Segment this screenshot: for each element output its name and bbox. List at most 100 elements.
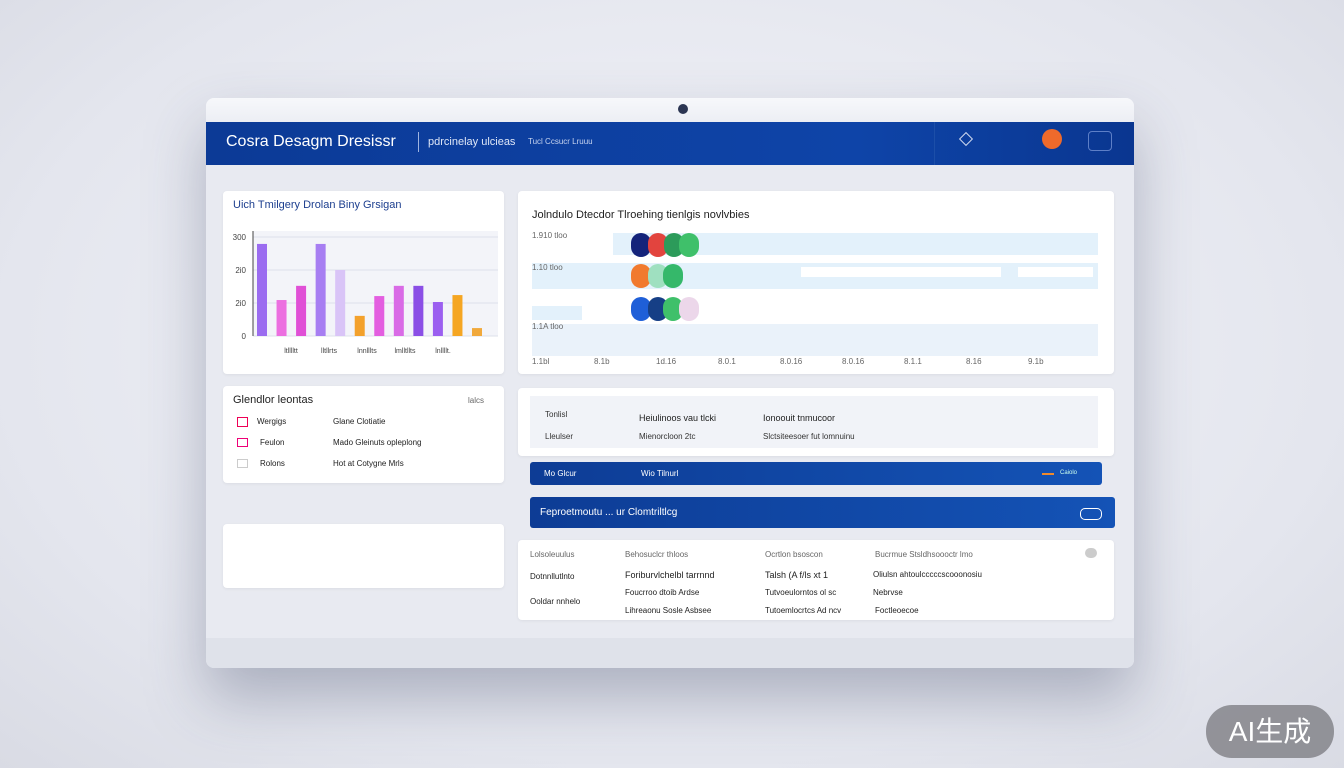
card-action[interactable]: lalcs	[468, 396, 485, 405]
footer	[206, 638, 1134, 668]
table-cell: Tutvoeulorntos ol sc	[765, 588, 837, 597]
tracking-card: Jolndulo Dtecdor Tlroehing tienlgis novl…	[518, 191, 1114, 374]
legend-value: Hot at Cotygne Mrls	[333, 459, 404, 468]
empty-card	[223, 524, 504, 588]
table-cell: Ooldar nnhelo	[530, 597, 581, 606]
x-axis: 1.1bl 8.1b 1d.16 8.0.1 8.0.16 8.0.16 8.1.1 8.16…	[532, 357, 1098, 369]
table-cell: Tonlisl	[545, 410, 568, 419]
card-title: Glendlor leontas	[233, 394, 314, 406]
table-cell: Nebrvse	[873, 588, 903, 597]
divider	[934, 122, 935, 165]
y-tick-label: 300	[233, 233, 247, 242]
menu-button[interactable]	[1085, 548, 1097, 558]
row-label: 1.910 tloo	[532, 231, 568, 240]
title-bar	[206, 98, 1134, 122]
bar	[296, 285, 307, 336]
detail-card: Lolsoleuulus Behosuclcr thloos Ocrtlon b…	[518, 540, 1114, 620]
x-tick-label: lltllrts	[321, 348, 337, 355]
legend-icon	[237, 459, 248, 468]
x-tick-label: 8.0.16	[842, 357, 865, 366]
table-cell: Heiulinoos vau tlcki	[639, 413, 717, 423]
column-header: Ocrtlon bsoscon	[765, 550, 823, 559]
card-title: Jolndulo Dtecdor Tlroehing tienlgis novl…	[532, 209, 750, 221]
x-tick-label: 8.1b	[594, 357, 610, 366]
x-tick-label: 9.1b	[1028, 357, 1044, 366]
table-cell: Dotnnllutlnto	[530, 572, 575, 581]
table-cell: Oliulsn ahtoulcccccscooonosiu	[873, 570, 982, 579]
status-dot	[679, 233, 699, 257]
y-tick-label: 2i0	[235, 266, 246, 275]
column-header: Behosuclcr thloos	[625, 550, 689, 559]
bar	[354, 315, 365, 336]
legend-value: Glane Clotiatie	[333, 417, 386, 426]
x-tick-label: 8.0.16	[780, 357, 803, 366]
table-cell: Lleulser	[545, 432, 574, 441]
x-tick-label: lmlltllts	[395, 348, 416, 355]
bar	[452, 295, 463, 336]
bar	[335, 270, 346, 336]
status-bar[interactable]: Mo Glcur Wio Tilnurl Caiolo	[530, 462, 1102, 485]
table-cell: Foctleoecoe	[875, 606, 919, 615]
status-dot	[631, 233, 651, 257]
status-dot	[631, 297, 651, 321]
x-tick-label: 8.1.1	[904, 357, 922, 366]
y-tick-label: 0	[242, 332, 247, 341]
section-title: Feproetmoutu ... ur Clomtriltlcg	[540, 507, 678, 518]
bar	[413, 285, 424, 336]
table-cell: Lihreaonu Sosle Asbsee	[625, 606, 712, 615]
column-header: Bucrmue Stsldhsoooctr lmo	[875, 550, 973, 559]
table-cell: Slctsiteesoer fut lomnuinu	[763, 432, 855, 441]
message-icon[interactable]	[1088, 131, 1112, 151]
camera	[678, 104, 688, 114]
row-label: 1.10 tloo	[532, 263, 563, 272]
info-table	[530, 396, 1098, 448]
y-tick-label: 2i0	[235, 299, 246, 308]
row-band	[532, 306, 582, 320]
row-label: 1.1A tloo	[532, 322, 564, 331]
row-bar	[801, 267, 1001, 277]
x-tick-label: 8.16	[966, 357, 982, 366]
table-cell: Mienorcloon 2tc	[639, 432, 696, 441]
column-header: Lolsoleuulus	[530, 550, 575, 559]
status-dot	[663, 264, 683, 288]
avatar[interactable]	[1042, 129, 1062, 149]
header: Cosra Desagm Dresissr pdrcinelay ulcieas…	[206, 122, 1134, 165]
status-middle: Wio Tilnurl	[641, 469, 679, 478]
bar	[276, 300, 287, 336]
status-dot	[663, 297, 683, 321]
legend-label: Feulon	[260, 438, 285, 447]
bar	[257, 243, 267, 336]
info-card: Tonlisl Heiulinoos vau tlcki Ionoouit tn…	[518, 388, 1114, 456]
table-cell: Ionoouit tnmucoor	[763, 413, 836, 423]
x-tick-label: 1.1bl	[532, 357, 550, 366]
toggle[interactable]	[1080, 508, 1102, 520]
card-title: Uich Tmilgery Drolan Biny Grsigan	[233, 199, 402, 211]
legend-value: Mado Gleinuts opleplong	[333, 438, 422, 447]
bar	[315, 243, 326, 336]
row-bar	[1018, 267, 1093, 277]
status-dot	[631, 264, 651, 288]
watermark: AI生成	[1206, 705, 1334, 758]
row-band	[613, 233, 1098, 255]
x-tick-label: 1d.16	[656, 357, 677, 366]
status-dot	[679, 297, 699, 321]
app-tag: Tucl Ccsucr Lruuu	[528, 137, 593, 146]
legend-icon	[237, 438, 248, 447]
bar	[393, 285, 404, 336]
row-band	[532, 324, 1098, 356]
status-indicator	[1042, 473, 1054, 475]
divider	[418, 132, 419, 152]
legend-icon	[237, 417, 248, 427]
app-window: Cosra Desagm Dresissr pdrcinelay ulcieas…	[206, 98, 1134, 668]
legend-label: Wergigs	[257, 417, 287, 426]
x-tick-label: lnnlllts	[357, 348, 377, 355]
section-bar[interactable]: Feproetmoutu ... ur Clomtriltlcg	[530, 497, 1115, 528]
legend-label: Rolons	[260, 459, 285, 468]
app-subtitle: pdrcinelay ulcieas	[428, 136, 516, 148]
x-tick-label: 8.0.1	[718, 357, 736, 366]
app-title: Cosra Desagm Dresissr	[226, 133, 396, 150]
x-tick-label: ltlllltt	[284, 348, 298, 355]
